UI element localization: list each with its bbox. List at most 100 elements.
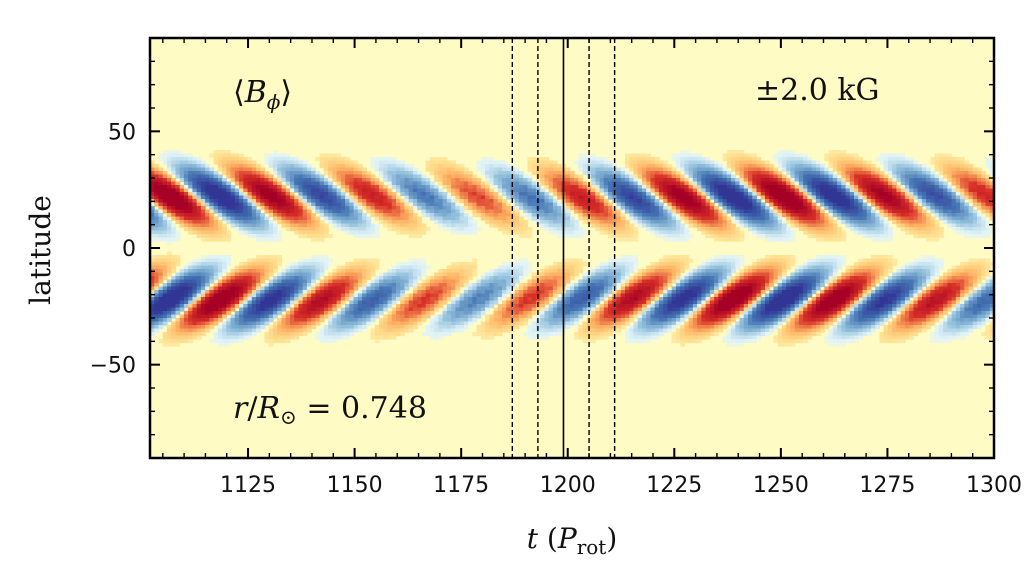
heatmap-cell xyxy=(272,216,278,221)
heatmap-cell xyxy=(209,293,215,298)
heatmap-cell xyxy=(281,167,287,172)
heatmap-cell xyxy=(315,195,321,200)
heatmap-cell xyxy=(247,223,253,228)
heatmap-cell xyxy=(349,328,355,333)
heatmap-cell xyxy=(476,178,482,183)
heatmap-cell xyxy=(629,328,635,333)
heatmap-cell xyxy=(294,318,300,323)
heatmap-cell xyxy=(328,258,333,263)
heatmap-cell xyxy=(239,300,244,305)
heatmap-cell xyxy=(412,297,418,302)
heatmap-cell xyxy=(239,276,244,281)
heatmap-cell xyxy=(340,328,346,333)
heatmap-cell xyxy=(658,223,664,228)
heatmap-cell xyxy=(196,216,202,221)
heatmap-cell xyxy=(400,314,406,319)
heatmap-cell xyxy=(565,185,571,190)
heatmap-cell xyxy=(230,335,236,340)
heatmap-cell xyxy=(569,293,575,298)
heatmap-cell xyxy=(404,185,410,190)
heatmap-cell xyxy=(196,328,202,333)
heatmap-cell xyxy=(200,188,206,193)
heatmap-cell xyxy=(446,206,452,211)
heatmap-cell xyxy=(616,202,622,207)
heatmap-cell xyxy=(196,300,202,305)
heatmap-cell xyxy=(209,167,215,172)
heatmap-cell xyxy=(154,213,160,218)
heatmap-cell xyxy=(446,178,452,183)
heatmap-cell xyxy=(421,293,427,298)
heatmap-cell xyxy=(493,213,499,218)
heatmap-cell xyxy=(150,164,155,169)
heatmap-cell xyxy=(616,297,622,302)
heatmap-cells xyxy=(150,150,994,347)
heatmap-cell xyxy=(383,195,389,200)
heatmap-cell xyxy=(531,300,537,305)
heatmap-cell xyxy=(493,167,499,172)
heatmap-cell xyxy=(298,321,304,326)
heatmap-cell xyxy=(595,335,601,340)
heatmap-cell xyxy=(349,276,355,281)
heatmap-cell xyxy=(387,293,393,298)
heatmap-cell xyxy=(569,297,575,302)
heatmap-cell xyxy=(171,342,177,347)
heatmap-cell xyxy=(175,195,181,200)
heatmap-cell xyxy=(285,265,291,270)
heatmap-cell xyxy=(565,199,571,204)
heatmap-cell xyxy=(213,335,219,340)
heatmap-cell xyxy=(493,328,499,333)
heatmap-cell xyxy=(540,307,546,312)
heatmap-cell xyxy=(417,171,423,176)
heatmap-cell xyxy=(599,230,605,235)
heatmap-cell xyxy=(658,325,664,330)
heatmap-cell xyxy=(438,332,444,337)
heatmap-cell xyxy=(362,174,367,179)
heatmap-cell xyxy=(667,258,673,263)
heatmap-cell xyxy=(239,293,244,298)
heatmap-cell xyxy=(527,209,533,214)
heatmap-cell xyxy=(256,314,261,319)
heatmap-cell xyxy=(162,220,168,225)
heatmap-cell xyxy=(557,209,562,214)
heatmap-cell xyxy=(306,290,312,295)
heatmap-cell xyxy=(217,258,223,263)
heatmap-cell xyxy=(425,300,431,305)
heatmap-cell xyxy=(493,202,499,207)
heatmap-cell xyxy=(565,223,571,228)
heatmap-cell xyxy=(408,181,414,186)
heatmap-cell xyxy=(166,195,172,200)
heatmap-cell xyxy=(370,314,376,319)
heatmap-cell xyxy=(179,188,185,193)
heatmap-cell xyxy=(625,188,630,193)
heatmap-cell xyxy=(383,286,389,291)
heatmap-cell xyxy=(370,297,376,302)
heatmap-cell xyxy=(489,167,495,172)
heatmap-cell xyxy=(332,209,338,214)
heatmap-cell xyxy=(183,272,189,277)
heatmap-cell xyxy=(442,276,448,281)
heatmap-cell xyxy=(162,318,168,323)
heatmap-cell xyxy=(459,272,465,277)
heatmap-cell xyxy=(667,234,673,239)
heatmap-cell xyxy=(150,300,155,305)
heatmap-cell xyxy=(362,220,367,225)
heatmap-cell xyxy=(442,290,448,295)
heatmap-cell xyxy=(548,297,554,302)
heatmap-cell xyxy=(171,202,177,207)
heatmap-cell xyxy=(315,272,321,277)
heatmap-cell xyxy=(285,293,291,298)
heatmap-cell xyxy=(446,293,452,298)
heatmap-cell xyxy=(595,286,601,291)
heatmap-cell xyxy=(162,185,168,190)
heatmap-cell xyxy=(531,286,537,291)
heatmap-cell xyxy=(629,195,635,200)
heatmap-cell xyxy=(285,181,291,186)
heatmap-cell xyxy=(366,220,372,225)
heatmap-cell xyxy=(641,178,647,183)
heatmap-cell xyxy=(217,339,223,344)
heatmap-cell xyxy=(277,167,283,172)
heatmap-cell xyxy=(658,269,664,274)
heatmap-cell xyxy=(349,195,355,200)
heatmap-cell xyxy=(472,314,478,319)
heatmap-cell xyxy=(446,279,452,284)
